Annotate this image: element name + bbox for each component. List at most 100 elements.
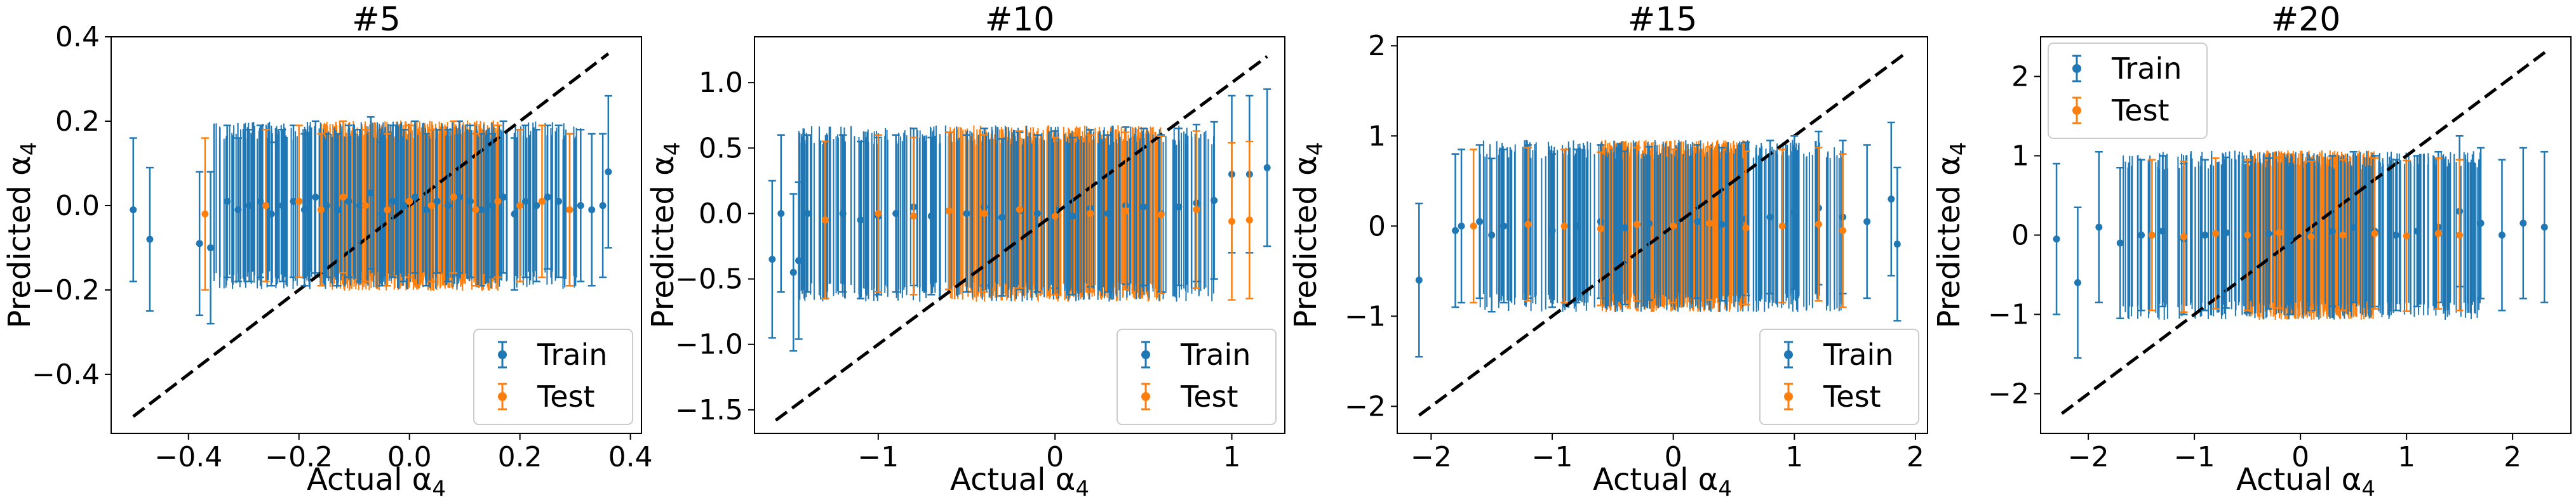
data-point — [1573, 222, 1580, 230]
x-tick-label: 0 — [1665, 441, 1682, 473]
x-axis-label: Actual α4 — [1593, 462, 1732, 500]
data-point — [361, 202, 369, 209]
y-tick-label: 0.0 — [55, 190, 100, 222]
axes-frame — [754, 36, 1285, 434]
data-point — [345, 197, 352, 205]
data-point — [290, 197, 297, 205]
data-point — [892, 209, 900, 217]
data-point — [875, 209, 882, 217]
x-axis-label: Actual α4 — [307, 462, 446, 500]
data-point — [2222, 229, 2230, 237]
plot-area — [768, 55, 1271, 422]
data-point — [400, 202, 408, 209]
data-point — [789, 268, 797, 276]
error-bar-cloud-train — [798, 125, 1214, 302]
data-point — [1670, 222, 1677, 230]
data-point — [555, 197, 563, 205]
y-axis-label: Predicted α4 — [1931, 142, 1971, 329]
legend-box — [473, 329, 633, 425]
data-point — [472, 206, 480, 214]
data-point — [1452, 227, 1459, 234]
data-point — [406, 197, 413, 205]
data-point — [1175, 203, 1183, 211]
data-point — [1263, 164, 1271, 171]
data-point — [1470, 222, 1477, 230]
y-tick-label: −1 — [1345, 300, 1386, 332]
data-point — [605, 168, 612, 176]
x-tick-label: 1 — [1223, 441, 1241, 473]
data-point — [146, 235, 154, 243]
data-point — [1139, 203, 1147, 211]
data-point — [312, 194, 319, 201]
data-point — [577, 202, 584, 209]
data-point — [1633, 220, 1640, 228]
plot-area — [2053, 47, 2551, 415]
y-tick-label: −2 — [1345, 390, 1386, 423]
data-point — [839, 209, 847, 217]
data-point — [538, 197, 546, 205]
data-point — [2201, 232, 2209, 239]
data-point — [500, 194, 507, 201]
data-point — [1621, 224, 1628, 232]
data-point — [1706, 220, 1714, 227]
data-point — [130, 206, 137, 214]
data-point — [2477, 220, 2485, 227]
y-tick-label: −1.0 — [675, 329, 743, 361]
data-point — [544, 194, 551, 201]
data-point — [1193, 206, 1200, 213]
data-point — [821, 216, 829, 224]
data-point — [2138, 232, 2145, 239]
y-tick-label: 1.0 — [699, 67, 743, 99]
data-point — [224, 197, 231, 205]
x-tick-label: −2 — [1411, 441, 1452, 473]
data-point — [2328, 227, 2336, 235]
data-point — [2095, 223, 2103, 231]
data-point — [384, 206, 391, 214]
data-point — [1458, 222, 1465, 230]
chart-title: #15 — [1628, 1, 1698, 39]
data-point — [1245, 216, 1253, 224]
data-point — [566, 206, 574, 214]
x-tick-label: −0.4 — [154, 441, 222, 473]
x-tick-label: −1 — [2174, 441, 2215, 473]
data-point — [2403, 232, 2410, 240]
data-point — [2053, 235, 2060, 243]
y-axis-label: Predicted α4 — [1288, 142, 1328, 329]
data-point — [450, 194, 457, 201]
data-point — [257, 197, 264, 205]
data-point — [768, 256, 776, 263]
data-point — [455, 194, 463, 201]
y-tick-label: 1 — [2011, 140, 2029, 173]
data-point — [2180, 233, 2187, 240]
data-point — [2148, 232, 2156, 239]
data-point — [201, 210, 209, 218]
chart-title: #5 — [352, 1, 401, 39]
data-point — [1863, 218, 1871, 225]
data-point — [318, 206, 325, 214]
data-point — [339, 194, 347, 201]
x-tick-label: 2 — [2504, 441, 2521, 473]
data-point — [262, 202, 270, 209]
series-test — [1470, 146, 1847, 308]
legend-label: Train — [2111, 51, 2182, 86]
data-point — [599, 202, 607, 209]
x-tick-label: −1 — [857, 441, 899, 473]
subplot-1: −0.4 −0.2 0.0 0.2 0.4 −0.4 −0.2 0.0 0.2 0.4 #5 Actu… — [2, 1, 653, 500]
data-point — [445, 202, 452, 209]
data-point — [433, 197, 441, 205]
data-point — [795, 257, 803, 265]
data-point — [1742, 224, 1750, 232]
y-tick-label: 0 — [1368, 210, 1386, 242]
data-point — [2519, 220, 2527, 227]
data-point — [2074, 279, 2081, 286]
series-test — [2148, 156, 2464, 313]
legend: Train Test — [473, 329, 633, 425]
data-point — [2212, 230, 2220, 237]
data-point — [295, 197, 303, 205]
data-point — [1815, 220, 1822, 228]
x-tick-label: 1 — [2398, 441, 2415, 473]
data-point — [2434, 230, 2442, 237]
data-point — [389, 197, 397, 205]
data-point — [427, 202, 435, 209]
